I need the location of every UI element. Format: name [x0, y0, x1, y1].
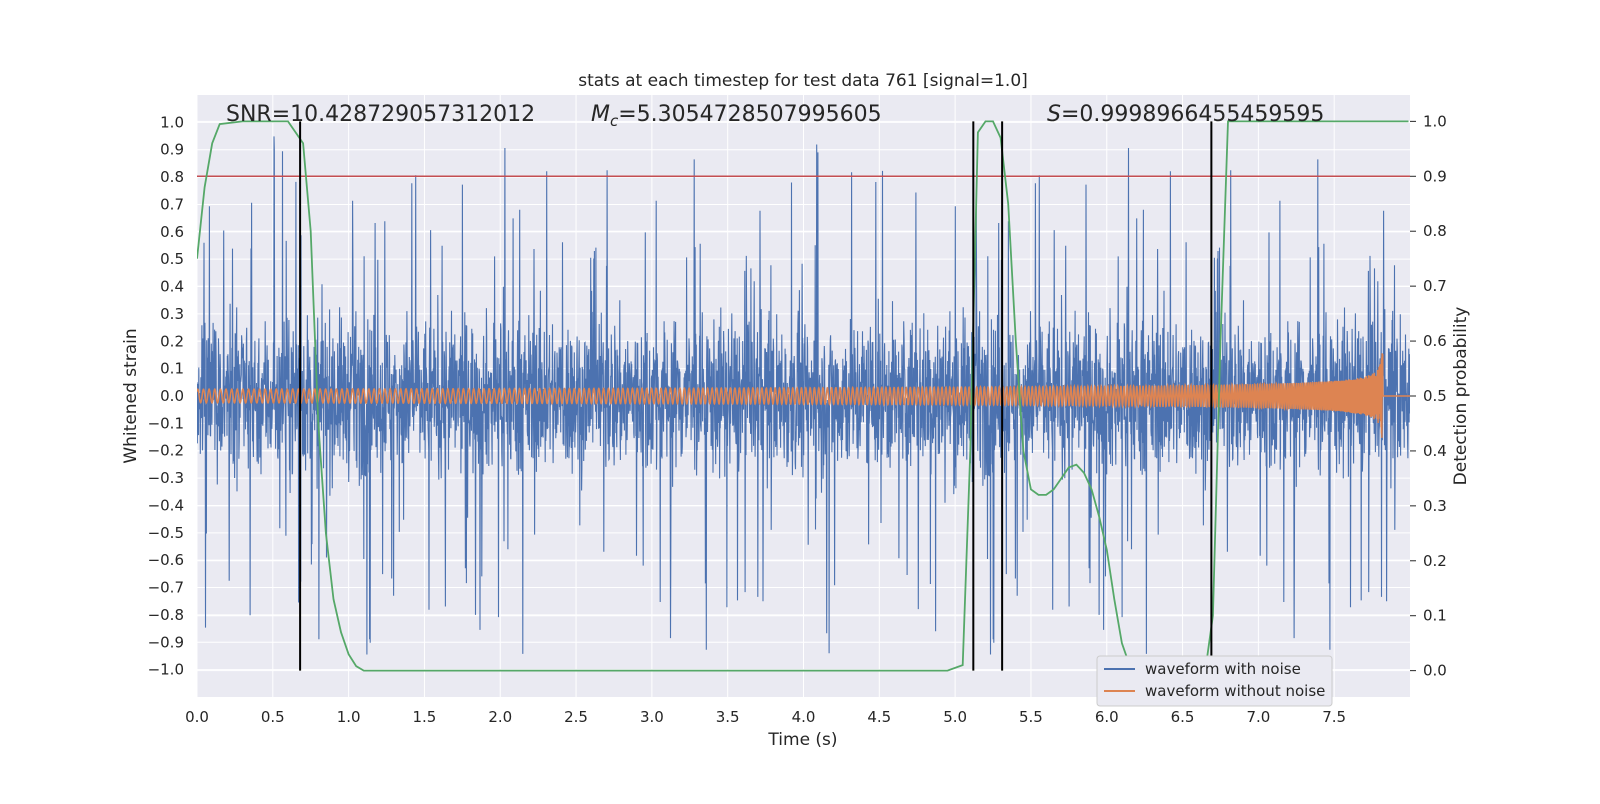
y-tick-label: 0.6	[160, 223, 184, 241]
y-tick-label: −0.7	[148, 579, 184, 597]
y-axis-label: Whitened strain	[121, 328, 141, 463]
s-annotation: S=0.9998966455459595	[1047, 102, 1324, 127]
y-tick-label: 0.4	[160, 278, 184, 296]
y2-tick-label: 0.7	[1423, 277, 1447, 295]
y2-tick-label: 0.6	[1423, 332, 1447, 350]
x-tick-label: 3.5	[716, 708, 740, 726]
y-tick-label: −0.4	[148, 496, 184, 514]
y-tick-label: −0.5	[148, 524, 184, 542]
y2-tick-label: 0.0	[1423, 662, 1447, 680]
x-tick-label: 5.0	[943, 708, 967, 726]
y2-tick-label: 0.5	[1423, 387, 1447, 405]
x-tick-label: 7.5	[1322, 708, 1346, 726]
x-tick-label: 3.0	[640, 708, 664, 726]
y-tick-label: −0.3	[148, 469, 184, 487]
legend: waveform with noise waveform without noi…	[1096, 655, 1333, 707]
y2-axis-label: Detection probability	[1451, 307, 1471, 486]
x-tick-label: 6.0	[1095, 708, 1119, 726]
y-tick-label: 0.9	[160, 141, 184, 159]
x-tick-label: 1.5	[413, 708, 437, 726]
y-tick-labels: 1.0 0.9 0.8 0.7 0.6 0.5 0.4 0.3 0.2 0.1 0.0 −0.1 −0.…	[148, 113, 184, 678]
x-tick-label: 0.0	[185, 708, 209, 726]
x-tick-label: 5.5	[1019, 708, 1043, 726]
legend-label-noise: waveform with noise	[1145, 660, 1301, 678]
x-tick-label: 1.0	[337, 708, 361, 726]
legend-label-clean: waveform without noise	[1145, 682, 1325, 700]
x-tick-label: 6.5	[1171, 708, 1195, 726]
x-tick-label: 2.5	[564, 708, 588, 726]
x-axis-label: Time (s)	[767, 730, 837, 750]
x-tick-label: 4.0	[792, 708, 816, 726]
y-tick-label: 1.0	[160, 113, 184, 131]
x-tick-label: 0.5	[261, 708, 285, 726]
x-tick-label: 2.0	[488, 708, 512, 726]
legend-box	[1096, 655, 1333, 707]
y-tick-label: −0.6	[148, 551, 184, 569]
y-tick-label: 0.1	[160, 360, 184, 378]
x-tick-labels: 0.0 0.5 1.0 1.5 2.0 2.5 3.0 3.5 4.0 4.5 5.0 5.5 6.0 6…	[185, 708, 1346, 726]
y2-tick-label: 0.4	[1423, 442, 1447, 460]
y-tick-label: 0.0	[160, 387, 184, 405]
y2-tick-label: 0.1	[1423, 607, 1447, 625]
y2-tick-label: 0.8	[1423, 222, 1447, 240]
y2-tick-label: 1.0	[1423, 112, 1447, 130]
series-waveform-without-noise	[197, 353, 1410, 438]
y-tick-label: −0.2	[148, 442, 184, 460]
chirp-mass-annotation: Mc=5.3054728507995605	[591, 102, 882, 130]
y2-tick-label: 0.9	[1423, 167, 1447, 185]
y-tick-label: 0.8	[160, 168, 184, 186]
y-tick-label: 0.7	[160, 195, 184, 213]
x-tick-label: 4.5	[867, 708, 891, 726]
chart-title: stats at each timestep for test data 761…	[578, 71, 1028, 91]
y-tick-label: −0.1	[148, 414, 184, 432]
y-tick-label: 0.2	[160, 332, 184, 350]
y-tick-label: −0.8	[148, 606, 184, 624]
y-tick-label: 0.5	[160, 250, 184, 268]
y-tick-label: −1.0	[148, 661, 184, 679]
y2-tick-label: 0.2	[1423, 552, 1447, 570]
y-tick-label: −0.9	[148, 633, 184, 651]
y2-tick-label: 0.3	[1423, 497, 1447, 515]
y-tick-label: 0.3	[160, 305, 184, 323]
x-tick-label: 7.0	[1246, 708, 1270, 726]
y2-tick-labels: 1.0 0.9 0.8 0.7 0.6 0.5 0.4 0.3 0.2 0.1 0.0	[1410, 112, 1447, 680]
snr-annotation: SNR=10.428729057312012	[226, 102, 535, 127]
